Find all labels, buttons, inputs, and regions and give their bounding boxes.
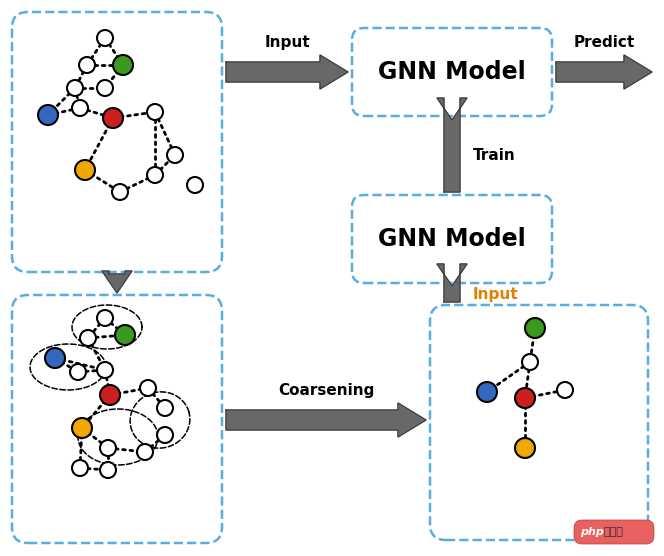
Text: Coarsening: Coarsening <box>278 383 374 398</box>
Polygon shape <box>226 55 348 89</box>
Circle shape <box>515 438 535 458</box>
Polygon shape <box>437 98 467 192</box>
Circle shape <box>137 444 153 460</box>
Circle shape <box>100 385 120 405</box>
Circle shape <box>522 354 538 370</box>
Circle shape <box>75 160 95 180</box>
Circle shape <box>112 184 128 200</box>
Polygon shape <box>556 55 652 89</box>
Circle shape <box>97 310 113 326</box>
Circle shape <box>157 427 173 443</box>
Circle shape <box>477 382 497 402</box>
Circle shape <box>97 80 113 96</box>
Circle shape <box>72 100 88 116</box>
Circle shape <box>157 400 173 416</box>
Circle shape <box>113 55 133 75</box>
Circle shape <box>67 80 83 96</box>
Circle shape <box>45 348 65 368</box>
Circle shape <box>557 382 573 398</box>
Polygon shape <box>226 403 426 437</box>
Text: php: php <box>580 527 604 537</box>
Circle shape <box>187 177 203 193</box>
Circle shape <box>72 418 92 438</box>
FancyBboxPatch shape <box>574 520 654 544</box>
Circle shape <box>38 105 58 125</box>
Text: GNN Model: GNN Model <box>378 60 526 84</box>
Circle shape <box>525 318 545 338</box>
Text: GNN Model: GNN Model <box>378 227 526 251</box>
Circle shape <box>97 362 113 378</box>
Polygon shape <box>102 271 132 293</box>
Text: Train: Train <box>473 148 516 163</box>
Circle shape <box>115 325 135 345</box>
Circle shape <box>97 30 113 46</box>
Circle shape <box>100 440 116 456</box>
Text: Input: Input <box>473 286 519 301</box>
Polygon shape <box>437 264 467 302</box>
Circle shape <box>167 147 183 163</box>
Circle shape <box>79 57 95 73</box>
Circle shape <box>80 330 96 346</box>
Circle shape <box>147 167 163 183</box>
Circle shape <box>140 380 156 396</box>
Text: Input: Input <box>264 35 310 50</box>
Text: Predict: Predict <box>574 35 635 50</box>
Circle shape <box>103 108 123 128</box>
Circle shape <box>100 462 116 478</box>
Circle shape <box>147 104 163 120</box>
Circle shape <box>515 388 535 408</box>
Circle shape <box>72 460 88 476</box>
Circle shape <box>70 364 86 380</box>
Text: 中文网: 中文网 <box>604 527 624 537</box>
